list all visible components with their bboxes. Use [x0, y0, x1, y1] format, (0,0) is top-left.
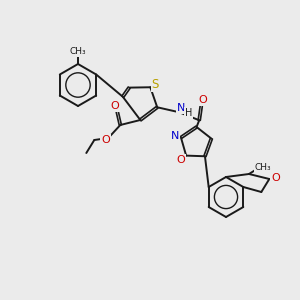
Text: H: H: [184, 108, 192, 118]
Text: O: O: [101, 135, 110, 145]
Text: S: S: [152, 78, 159, 91]
Text: O: O: [271, 173, 280, 183]
Text: CH₃: CH₃: [70, 47, 86, 56]
Text: O: O: [110, 101, 119, 111]
Text: O: O: [199, 95, 208, 105]
Text: N: N: [177, 103, 185, 113]
Text: N: N: [171, 130, 179, 140]
Text: O: O: [177, 154, 185, 165]
Text: CH₃: CH₃: [255, 163, 271, 172]
